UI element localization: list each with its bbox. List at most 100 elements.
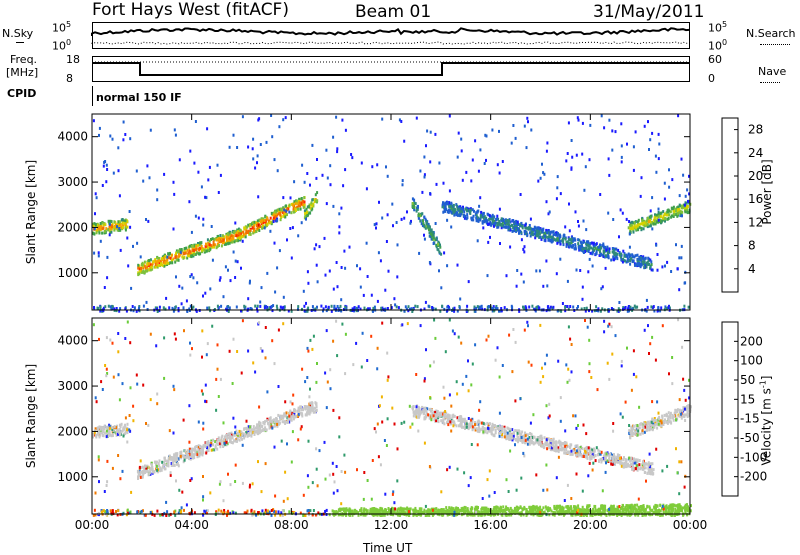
data-pixel [287, 421, 289, 424]
data-pixel [654, 216, 656, 219]
speckle-pixel [592, 265, 594, 268]
speckle-pixel [261, 286, 263, 289]
data-pixel [504, 435, 506, 438]
data-pixel [577, 242, 579, 245]
data-pixel [304, 212, 306, 215]
data-pixel [684, 210, 686, 213]
ground-pixel [259, 305, 261, 308]
speckle-pixel [127, 264, 129, 267]
ground-pixel [93, 306, 95, 309]
speckle-pixel [438, 162, 440, 165]
speckle-pixel [468, 280, 470, 283]
data-pixel [517, 436, 519, 439]
speckle-pixel [307, 270, 309, 273]
data-pixel [126, 431, 128, 434]
speckle-pixel [608, 174, 610, 177]
data-pixel [660, 215, 662, 218]
data-pixel [629, 263, 631, 266]
speckle-pixel [119, 194, 121, 197]
data-pixel [253, 229, 255, 232]
data-pixel [155, 260, 157, 263]
speckle-pixel [204, 292, 206, 295]
speckle-pixel [477, 239, 479, 242]
data-pixel [195, 248, 197, 251]
ground-pixel [297, 305, 299, 308]
speckle-pixel [234, 222, 236, 225]
data-pixel [260, 424, 262, 427]
data-pixel [113, 229, 115, 232]
speckle-pixel [582, 122, 584, 125]
data-pixel [298, 413, 300, 416]
data-pixel [266, 419, 268, 422]
freq-line [92, 63, 690, 75]
data-pixel [143, 470, 145, 473]
data-pixel [620, 253, 622, 256]
speckle-pixel [360, 286, 362, 289]
speckle-pixel [292, 226, 294, 229]
data-pixel [114, 425, 116, 428]
speckle-pixel [525, 230, 527, 233]
data-pixel [493, 225, 495, 228]
ground-pixel [307, 307, 309, 310]
data-pixel [647, 223, 649, 226]
speckle-pixel [387, 213, 389, 216]
data-pixel [527, 443, 529, 446]
data-pixel [664, 213, 666, 216]
data-pixel [313, 407, 315, 410]
nsky-line [92, 28, 689, 36]
ground-pixel [564, 306, 566, 309]
ground-pixel [217, 305, 219, 308]
data-pixel [260, 220, 262, 223]
speckle-pixel [429, 261, 431, 264]
data-pixel [562, 442, 564, 445]
data-pixel [531, 228, 533, 231]
data-pixel [428, 228, 430, 231]
data-pixel [598, 460, 600, 463]
data-pixel [212, 237, 214, 240]
speckle-pixel [557, 175, 559, 178]
data-pixel [558, 440, 560, 443]
data-pixel [579, 245, 581, 248]
data-pixel [190, 450, 192, 453]
speckle-pixel [102, 184, 104, 187]
data-pixel [493, 424, 495, 427]
speckle-pixel [459, 298, 461, 301]
data-pixel [565, 448, 567, 451]
speckle-pixel [402, 179, 404, 182]
speckle-pixel [465, 171, 467, 174]
speckle-pixel [123, 121, 125, 124]
data-pixel [643, 257, 645, 260]
data-pixel [202, 449, 204, 452]
speckle-pixel [274, 158, 276, 161]
data-pixel [643, 265, 645, 268]
speckle-pixel [220, 174, 222, 177]
data-pixel [556, 449, 558, 452]
data-pixel [242, 231, 244, 234]
data-pixel [442, 421, 444, 424]
data-pixel [622, 250, 624, 253]
speckle-pixel [546, 200, 548, 203]
data-pixel [604, 452, 606, 455]
speckle-pixel [416, 117, 418, 120]
data-pixel [284, 215, 286, 218]
data-pixel [552, 444, 554, 447]
speckle-pixel [229, 146, 231, 149]
speckle-pixel [658, 219, 660, 222]
ground-pixel [104, 305, 106, 308]
data-pixel [231, 241, 233, 244]
speckle-pixel [366, 187, 368, 190]
data-pixel [230, 435, 232, 438]
data-pixel [222, 239, 224, 242]
data-pixel [279, 214, 281, 217]
speckle-pixel [626, 218, 628, 221]
data-pixel [226, 236, 228, 239]
data-pixel [579, 248, 581, 251]
speckle-pixel [489, 236, 491, 239]
data-pixel [447, 201, 449, 204]
speckle-pixel [583, 251, 585, 254]
data-pixel [191, 453, 193, 456]
data-pixel [268, 424, 270, 427]
speckle-pixel [498, 130, 500, 133]
ground-pixel [264, 306, 266, 309]
